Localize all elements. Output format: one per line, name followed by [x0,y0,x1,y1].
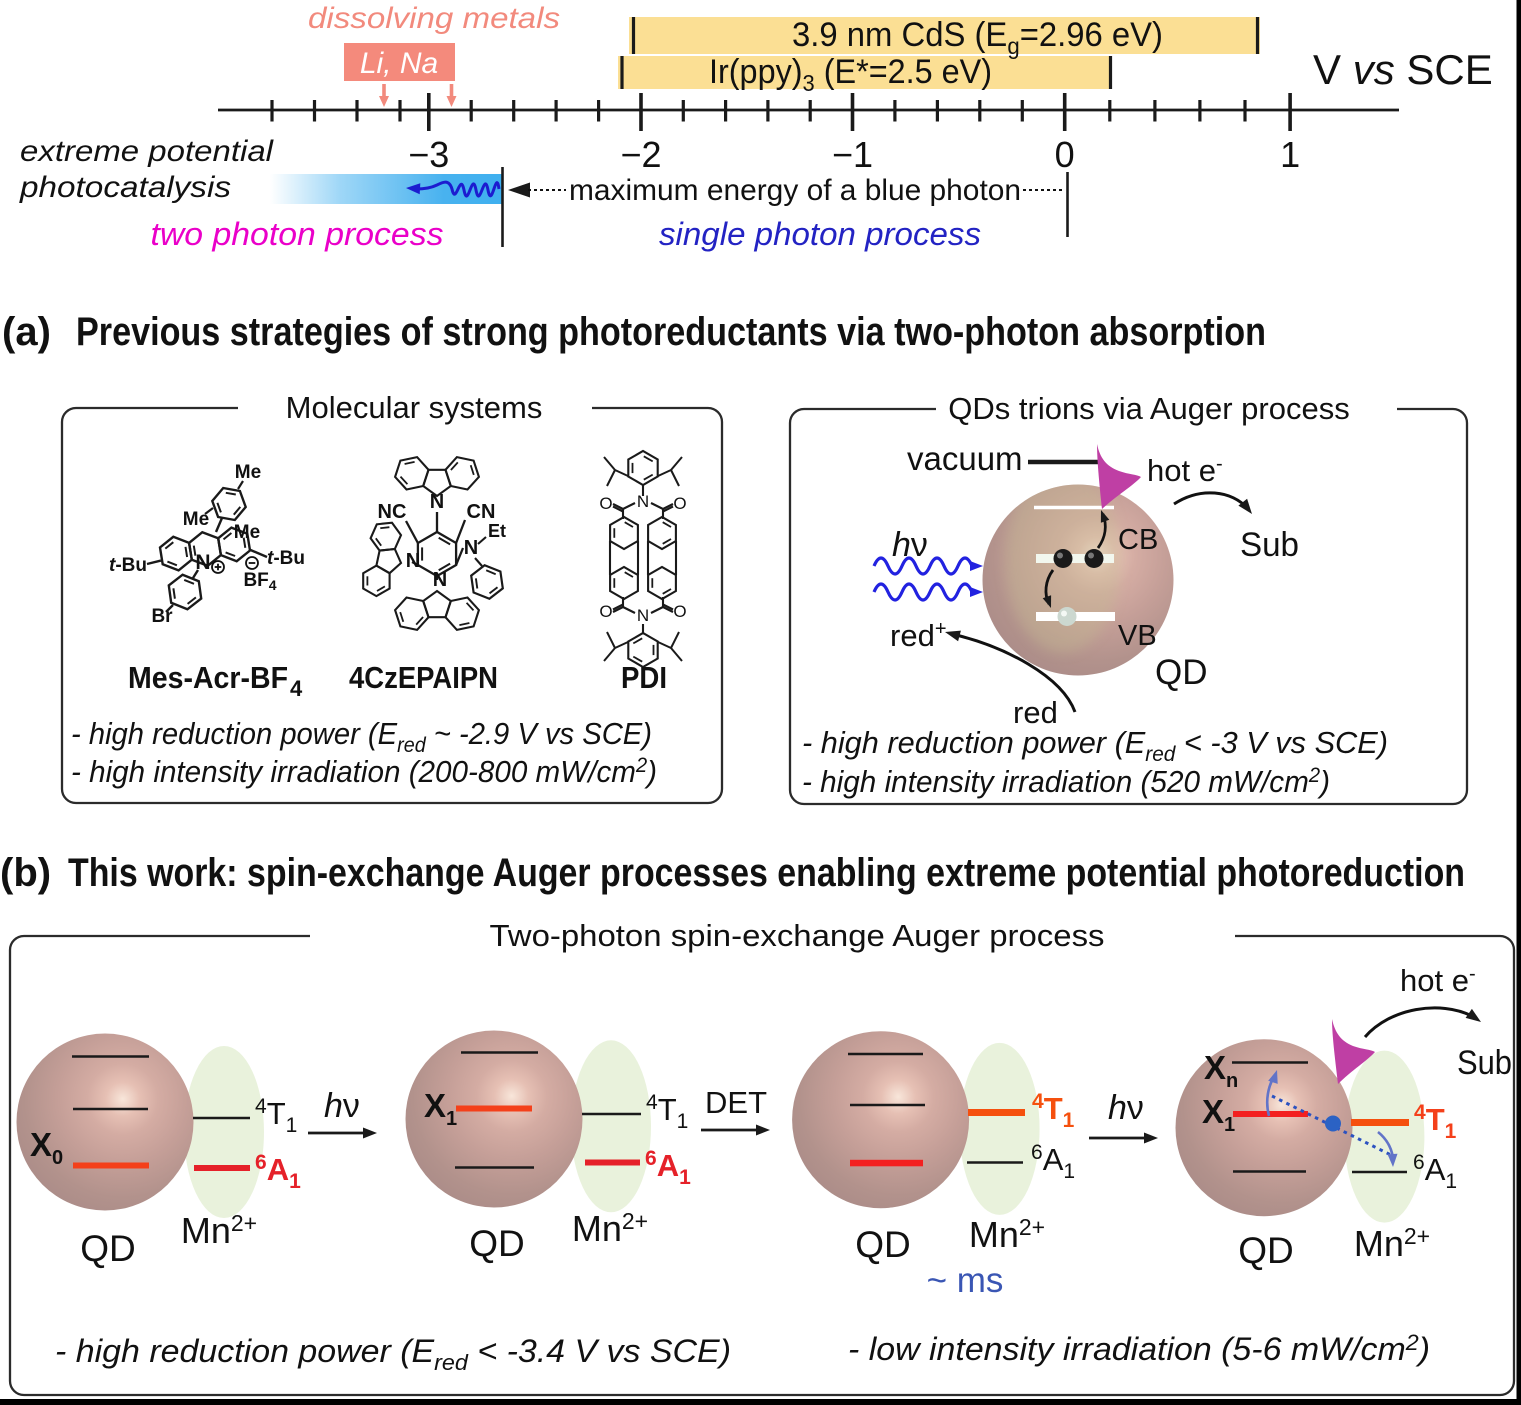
svg-text:N: N [433,569,447,591]
svg-text:PDI: PDI [621,660,667,695]
svg-text:red+: red+ [890,618,947,653]
svg-text:V vs SCE: V vs SCE [1313,46,1493,93]
svg-text:QD: QD [855,1224,911,1265]
svg-text:Mes-Acr-BF: Mes-Acr-BF [128,660,288,695]
svg-text:t-Bu: t-Bu [109,555,147,576]
svg-text:4T1: 4T1 [646,1091,688,1133]
svg-text:BF4: BF4 [243,570,276,593]
svg-text:N: N [406,550,420,572]
svg-text:−1: −1 [832,134,873,175]
svg-text:N: N [430,491,444,513]
svg-text:hν: hν [324,1087,360,1125]
svg-text:Sub: Sub [1457,1044,1512,1082]
svg-text:single photon process: single photon process [659,216,981,252]
svg-text:6A1: 6A1 [645,1147,691,1189]
svg-text:Mn2+: Mn2+ [181,1210,257,1251]
svg-text:t-Bu: t-Bu [267,548,305,569]
svg-text:N: N [195,551,210,574]
svg-text:Mn2+: Mn2+ [969,1214,1045,1255]
svg-text:red: red [1013,695,1058,730]
svg-text:4T1: 4T1 [1414,1101,1457,1143]
svg-text:N: N [464,537,478,559]
svg-text:dissolving metals: dissolving metals [308,2,560,35]
svg-text:O: O [673,494,686,513]
svg-text:- high intensity irradiation (: - high intensity irradiation (520 mW/cm2… [802,764,1330,799]
svg-text:O: O [673,602,686,621]
svg-text:O: O [599,494,612,513]
svg-text:Mn2+: Mn2+ [1354,1223,1430,1264]
svg-text:hν: hν [1108,1089,1144,1127]
svg-text:QD: QD [469,1223,525,1264]
svg-text:O: O [599,602,612,621]
svg-text:vacuum: vacuum [907,440,1023,477]
svg-text:Previous strategies of strong: Previous strategies of strong photoreduc… [76,310,1266,354]
svg-text:(a): (a) [2,310,51,354]
svg-text:Me: Me [234,522,260,543]
svg-text:−3: −3 [408,134,449,175]
svg-text:6A1: 6A1 [1031,1141,1075,1183]
svg-text:Ir(ppy)3 (E*=2.5 eV): Ir(ppy)3 (E*=2.5 eV) [709,53,992,96]
svg-text:−2: −2 [620,134,661,175]
svg-text:hot e-: hot e- [1400,963,1476,998]
svg-text:extreme potential: extreme potential [20,135,274,168]
svg-text:Li, Na: Li, Na [360,47,438,80]
svg-text:QD: QD [80,1228,136,1269]
svg-text:- high intensity irradiation (: - high intensity irradiation (200-800 mW… [71,754,657,789]
svg-text:two photon process: two photon process [151,216,444,252]
svg-text:(b): (b) [0,851,51,895]
svg-text:This work: spin-exchange Auger: This work: spin-exchange Auger processes… [68,851,1465,895]
svg-text:photocatalysis: photocatalysis [19,171,231,204]
svg-text:Et: Et [488,521,506,541]
svg-text:QD: QD [1155,653,1208,692]
svg-text:6A1: 6A1 [255,1151,301,1193]
svg-text:~ ms: ~ ms [927,1261,1004,1300]
svg-text:N: N [637,606,649,625]
svg-text:Me: Me [183,509,209,530]
svg-text:N: N [637,492,649,511]
svg-text:Br: Br [151,606,173,627]
svg-text:Molecular systems: Molecular systems [286,390,543,425]
svg-text:Two-photon spin-exchange Auger: Two-photon spin-exchange Auger process [490,918,1105,953]
svg-text:0: 0 [1055,134,1075,175]
svg-text:1: 1 [1280,134,1300,175]
svg-text:6A1: 6A1 [1413,1151,1457,1193]
svg-text:3.9 nm CdS (Eg=2.96 eV): 3.9 nm CdS (Eg=2.96 eV) [792,16,1163,59]
svg-text:- low intensity irradiation (5: - low intensity irradiation (5-6 mW/cm 2) [848,1330,1430,1367]
svg-text:QD: QD [1238,1230,1294,1271]
svg-text:- high reduction power (Ered ~: - high reduction power (Ered ~ -2.9 V vs… [71,716,652,757]
svg-text:maximum energy of a blue photo: maximum energy of a blue photon [569,174,1021,207]
svg-text:4T1: 4T1 [1032,1090,1075,1132]
svg-text:4T1: 4T1 [255,1095,297,1137]
svg-text:Sub: Sub [1240,526,1299,564]
svg-text:hot e-: hot e- [1147,453,1223,488]
svg-text:- high reduction power (Ered <: - high reduction power (E red < -3.4 V vs… [55,1333,731,1375]
svg-text:NC: NC [378,501,407,523]
svg-text:Mn2+: Mn2+ [572,1208,648,1249]
svg-text:VB: VB [1118,620,1157,652]
svg-text:DET: DET [705,1085,767,1120]
svg-text:Me: Me [235,462,261,483]
svg-text:4: 4 [290,676,303,701]
svg-text:QDs trions via Auger process: QDs trions via Auger process [948,391,1349,426]
svg-text:CB: CB [1118,524,1158,556]
svg-text:- high reduction power (Ered <: - high reduction power (Ered < -3 V vs S… [802,725,1388,766]
svg-text:4CzEPAIPN: 4CzEPAIPN [349,660,498,695]
svg-text:CN: CN [467,501,496,523]
